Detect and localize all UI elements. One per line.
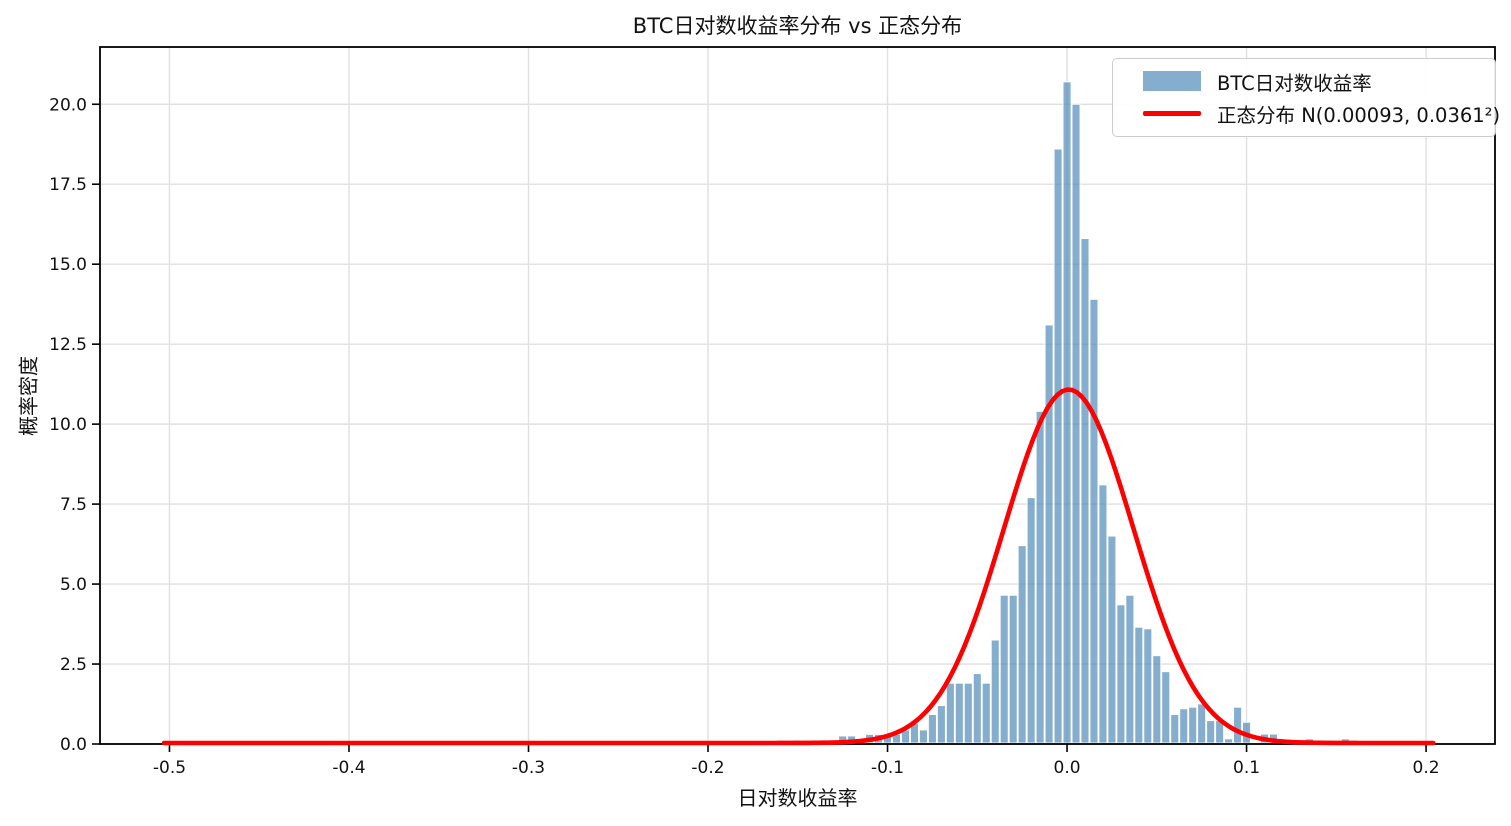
x-tick-label: 0.1 — [1233, 758, 1260, 778]
histogram-bar — [1116, 604, 1126, 744]
x-tick-label: 0.0 — [1054, 758, 1081, 778]
histogram-bar — [1017, 545, 1027, 744]
y-tick-label: 7.5 — [60, 495, 87, 515]
legend-entry-normal: 正态分布 N(0.00093, 0.0361²) — [1143, 99, 1500, 128]
histogram-bar — [1125, 594, 1135, 744]
histogram-bar — [1152, 655, 1162, 744]
y-tick-label: 5.0 — [60, 575, 87, 595]
histogram-bar — [1008, 594, 1018, 744]
histogram-bar — [1188, 706, 1198, 744]
x-tick-label: -0.4 — [332, 758, 365, 778]
y-tick-label: 10.0 — [49, 415, 87, 435]
y-tick-label: 17.5 — [49, 175, 87, 195]
histogram-bar — [1035, 410, 1045, 744]
histogram-bar — [927, 714, 937, 744]
y-tick-label: 2.5 — [60, 655, 87, 675]
y-tick-label: 0.0 — [60, 735, 87, 755]
legend-label-normal: 正态分布 N(0.00093, 0.0361²) — [1217, 104, 1501, 128]
histogram-bar — [999, 594, 1009, 744]
y-tick-label: 20.0 — [49, 95, 87, 115]
histogram-bar — [990, 639, 1000, 744]
histogram-bar — [1044, 324, 1054, 744]
histogram-bar — [1224, 738, 1234, 744]
legend: BTC日对数收益率 正态分布 N(0.00093, 0.0361²) — [1112, 58, 1500, 137]
histogram-bar — [1098, 484, 1108, 744]
histogram-bar — [945, 682, 955, 744]
y-tick-label: 12.5 — [49, 335, 87, 355]
histogram-bar — [1233, 706, 1243, 744]
plot-border — [99, 46, 1496, 745]
histogram-bar — [1161, 671, 1171, 744]
x-tick-label: -0.1 — [871, 758, 904, 778]
histogram-bar — [1143, 628, 1153, 744]
x-tick-label: -0.3 — [512, 758, 545, 778]
histogram-bar — [1107, 535, 1117, 744]
x-tick-label: 0.2 — [1413, 758, 1440, 778]
histogram-bar — [1170, 714, 1180, 744]
normal-curve-swatch-icon — [1143, 111, 1201, 117]
y-axis-label: 概率密度 — [16, 356, 41, 436]
histogram-bar — [1053, 148, 1063, 744]
histogram-bar — [981, 682, 991, 744]
histogram-bar — [963, 682, 973, 744]
y-tick-label: 15.0 — [49, 255, 87, 275]
histogram-bar — [918, 729, 928, 744]
histogram-bar — [1071, 103, 1081, 744]
histogram-bar — [1026, 497, 1036, 744]
histogram-bar — [1062, 81, 1072, 744]
x-axis-label: 日对数收益率 — [737, 786, 858, 810]
histogram-bar — [936, 705, 946, 744]
histogram-bar — [1206, 720, 1216, 744]
legend-label-histogram: BTC日对数收益率 — [1217, 71, 1372, 95]
histogram-bar — [954, 682, 964, 744]
histogram-swatch-icon — [1143, 71, 1201, 92]
x-tick-label: -0.5 — [153, 758, 186, 778]
histogram-bar — [1134, 626, 1144, 744]
histogram-bar — [1080, 238, 1090, 744]
histogram-bar — [1089, 298, 1099, 744]
chart-title: BTC日对数收益率分布 vs 正态分布 — [632, 14, 963, 38]
x-tick-label: -0.2 — [691, 758, 724, 778]
legend-entry-histogram: BTC日对数收益率 — [1143, 67, 1487, 96]
histogram-bar — [972, 673, 982, 744]
histogram-bar — [1197, 703, 1207, 744]
histogram-bar — [1179, 708, 1189, 744]
normal-curve — [161, 387, 1436, 746]
